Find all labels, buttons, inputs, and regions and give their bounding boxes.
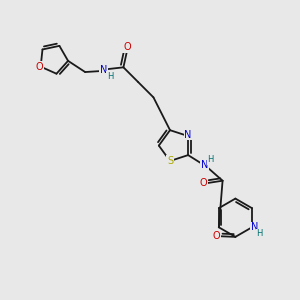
Text: H: H bbox=[208, 155, 214, 164]
Text: N: N bbox=[100, 65, 107, 75]
Text: O: O bbox=[199, 178, 207, 188]
Text: H: H bbox=[107, 72, 113, 81]
Text: N: N bbox=[184, 130, 192, 140]
Text: N: N bbox=[201, 160, 208, 170]
Text: N: N bbox=[251, 222, 259, 232]
Text: O: O bbox=[35, 62, 43, 72]
Text: O: O bbox=[123, 42, 131, 52]
Text: H: H bbox=[256, 229, 263, 238]
Text: S: S bbox=[167, 156, 173, 166]
Text: O: O bbox=[213, 231, 220, 241]
